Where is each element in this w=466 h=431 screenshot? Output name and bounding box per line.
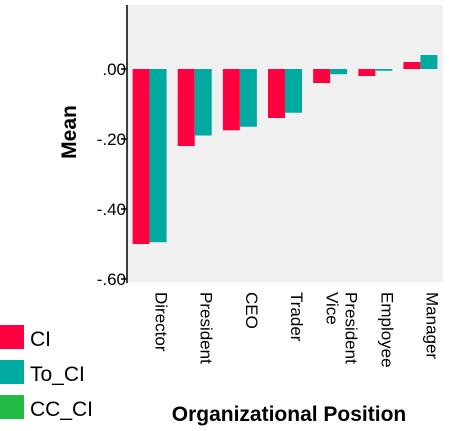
x-tick-label: Director xyxy=(152,292,171,352)
legend: CI To_CI CC_CI xyxy=(0,325,93,421)
y-tick-label: -.60 xyxy=(97,270,126,289)
bar-to-ci xyxy=(239,69,257,127)
x-tick-label: Employee xyxy=(377,292,396,368)
bar-ci xyxy=(222,69,240,131)
bar-to-ci xyxy=(194,69,212,136)
y-tick-label: -.20 xyxy=(97,130,126,149)
legend-swatch xyxy=(0,360,24,384)
legend-swatch xyxy=(0,395,24,419)
bar-to-ci xyxy=(149,69,167,243)
bar-ci xyxy=(132,69,150,244)
bar-ci xyxy=(358,69,376,76)
x-tick-label: Vice xyxy=(323,292,342,325)
y-tick-label: -.40 xyxy=(97,200,126,219)
bar-ci xyxy=(403,62,421,69)
bar-to-ci xyxy=(375,69,393,71)
y-tick-label: .00 xyxy=(102,60,126,79)
x-tick-labels-group: Director President CEO Trader Vice President E… xyxy=(152,292,442,368)
y-axis-title: Mean xyxy=(58,105,81,159)
bar-to-ci xyxy=(285,69,302,113)
bar-ci xyxy=(313,69,331,83)
x-tick-label: President xyxy=(197,292,216,364)
x-tick-label: President xyxy=(342,292,361,364)
bars-group xyxy=(132,55,438,244)
x-tick-label: Manager xyxy=(422,292,441,359)
plot-area xyxy=(127,5,443,282)
x-tick-label: Trader xyxy=(287,292,306,342)
x-tick-label: CEO xyxy=(242,292,261,329)
legend-label: CC_CI xyxy=(30,398,93,421)
legend-label: CI xyxy=(30,328,51,351)
bar-to-ci xyxy=(420,55,438,69)
bar-ci xyxy=(177,69,195,146)
legend-label: To_CI xyxy=(30,363,85,386)
y-ticks-group: .00 -.20 -.40 -.60 xyxy=(97,60,127,289)
bar-to-ci xyxy=(330,69,348,75)
legend-swatch xyxy=(0,325,24,349)
bar-ci xyxy=(268,69,285,118)
x-axis-title: Organizational Position xyxy=(172,403,407,426)
